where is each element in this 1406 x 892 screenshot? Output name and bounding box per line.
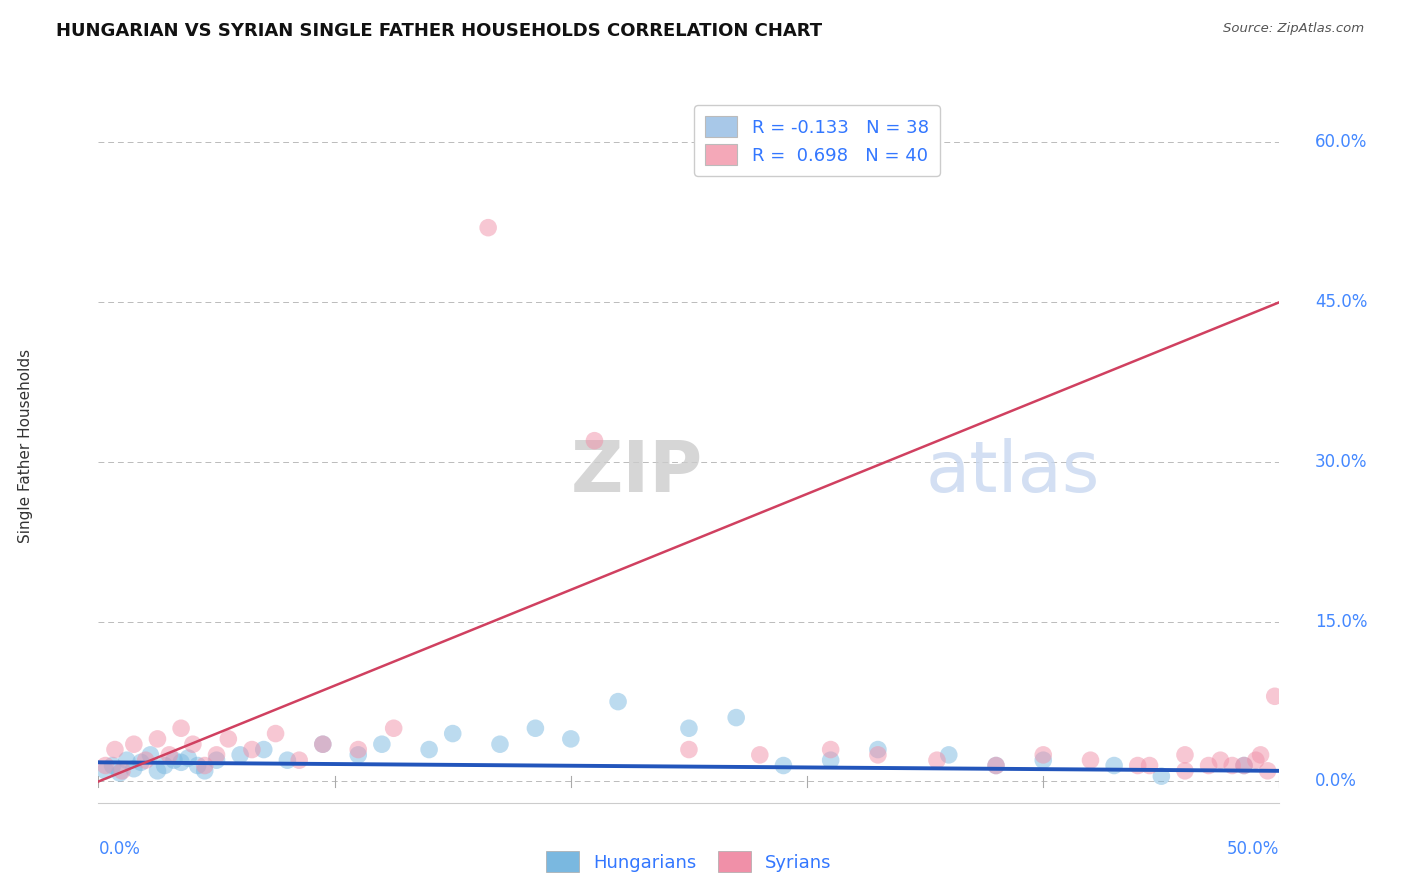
Point xyxy=(1102,758,1125,772)
Point xyxy=(115,753,138,767)
Point xyxy=(382,721,405,735)
Point xyxy=(524,721,547,735)
Text: atlas: atlas xyxy=(925,438,1099,508)
Point xyxy=(312,737,335,751)
Point xyxy=(1032,747,1054,762)
Point xyxy=(725,710,748,724)
Point xyxy=(1032,753,1054,767)
Point xyxy=(441,726,464,740)
Text: HUNGARIAN VS SYRIAN SINGLE FATHER HOUSEHOLDS CORRELATION CHART: HUNGARIAN VS SYRIAN SINGLE FATHER HOUSEH… xyxy=(56,22,823,40)
Point xyxy=(925,753,948,767)
Point xyxy=(866,747,889,762)
Point xyxy=(1198,758,1220,772)
Point xyxy=(1139,758,1161,772)
Point xyxy=(111,764,134,778)
Point xyxy=(984,758,1007,772)
Point xyxy=(101,758,124,772)
Point xyxy=(984,758,1007,772)
Point xyxy=(229,747,252,762)
Point xyxy=(1220,758,1243,772)
Point xyxy=(1174,747,1197,762)
Point xyxy=(1150,769,1173,783)
Text: 60.0%: 60.0% xyxy=(1315,134,1367,152)
Point xyxy=(253,742,276,756)
Point xyxy=(163,753,186,767)
Point xyxy=(607,695,630,709)
Point xyxy=(217,731,239,746)
Point xyxy=(583,434,606,448)
Point xyxy=(938,747,960,762)
Point xyxy=(187,758,209,772)
Point xyxy=(1244,753,1267,767)
Point xyxy=(1080,753,1102,767)
Point xyxy=(1257,764,1279,778)
Point xyxy=(560,731,582,746)
Point xyxy=(678,742,700,756)
Text: 0.0%: 0.0% xyxy=(1315,772,1357,790)
Point xyxy=(240,742,263,756)
Point xyxy=(122,762,145,776)
Point xyxy=(276,753,298,767)
Point xyxy=(489,737,512,751)
Point xyxy=(108,766,131,780)
Point xyxy=(772,758,794,772)
Point xyxy=(264,726,287,740)
Text: 30.0%: 30.0% xyxy=(1315,453,1368,471)
Point xyxy=(820,742,842,756)
Point xyxy=(170,756,193,770)
Point xyxy=(94,758,117,772)
Point xyxy=(1174,764,1197,778)
Text: 0.0%: 0.0% xyxy=(98,840,141,858)
Text: 15.0%: 15.0% xyxy=(1315,613,1368,631)
Point xyxy=(194,758,217,772)
Point xyxy=(170,721,193,735)
Point xyxy=(371,737,394,751)
Point xyxy=(1233,758,1256,772)
Point xyxy=(678,721,700,735)
Point xyxy=(477,220,499,235)
Text: Single Father Households: Single Father Households xyxy=(18,349,32,543)
Point xyxy=(177,751,200,765)
Point xyxy=(194,764,217,778)
Point xyxy=(418,742,440,756)
Point xyxy=(181,737,204,751)
Text: 45.0%: 45.0% xyxy=(1315,293,1367,311)
Point xyxy=(1126,758,1149,772)
Point xyxy=(347,742,370,756)
Text: 50.0%: 50.0% xyxy=(1227,840,1279,858)
Point xyxy=(312,737,335,751)
Point xyxy=(94,764,117,778)
Point xyxy=(157,747,180,762)
Point xyxy=(347,747,370,762)
Point xyxy=(129,756,152,770)
Point xyxy=(104,742,127,756)
Point xyxy=(1233,758,1256,772)
Point xyxy=(866,742,889,756)
Point xyxy=(1250,747,1272,762)
Point xyxy=(122,737,145,751)
Point xyxy=(205,747,228,762)
Point xyxy=(288,753,311,767)
Point xyxy=(146,764,169,778)
Point xyxy=(153,758,176,772)
Point xyxy=(748,747,770,762)
Legend: Hungarians, Syrians: Hungarians, Syrians xyxy=(538,844,839,880)
Point xyxy=(820,753,842,767)
Text: ZIP: ZIP xyxy=(571,438,703,508)
Point xyxy=(1264,690,1286,704)
Point xyxy=(205,753,228,767)
Text: Source: ZipAtlas.com: Source: ZipAtlas.com xyxy=(1223,22,1364,36)
Point xyxy=(139,747,162,762)
Point xyxy=(135,753,157,767)
Point xyxy=(1209,753,1232,767)
Point xyxy=(146,731,169,746)
